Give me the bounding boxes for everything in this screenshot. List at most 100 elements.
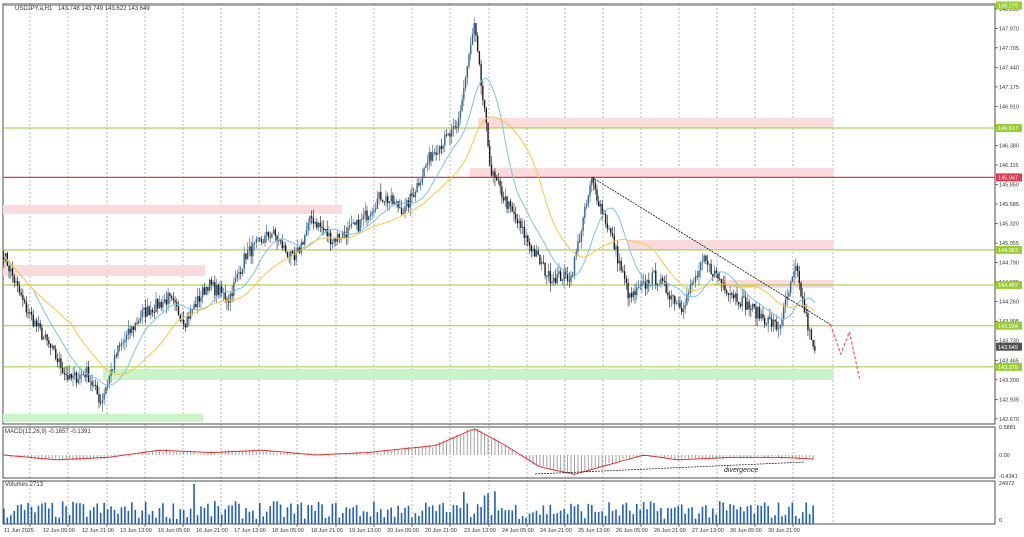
candle-body [428,152,430,163]
price-tick-label: 146.380 [999,143,1019,149]
volume-bar [82,504,85,524]
level-price-label: 143.375 [998,365,1018,371]
volume-bar [300,502,303,524]
candle-body [278,239,280,242]
candle-body [150,309,152,316]
time-axis[interactable]: 11 Jun 2025 12 Jun 05:00 12 Jun 21:00 13 Ju… [4,524,800,534]
candle-body [445,134,448,136]
candle-body [297,247,299,253]
candle-body [592,178,595,183]
volume-bar [158,507,161,524]
candle-body [89,381,92,383]
candle-body [425,165,427,168]
candle-body [802,296,804,299]
candle-body [160,301,162,308]
candle-body [601,203,603,214]
volume-bar [525,517,527,524]
candle-body [312,217,315,224]
candle-body [113,355,116,370]
trendline[interactable] [591,176,831,325]
volume-bar [570,503,572,524]
candle-body [788,292,790,297]
candle-body [430,152,432,161]
candle-body [86,366,88,378]
candle-body [724,283,726,291]
candle-body [144,307,147,317]
candle-body [521,226,524,228]
volume-bar [760,506,763,524]
volume-bar [148,514,150,524]
volume-bar [362,511,365,524]
candle-body [700,262,702,271]
candle-body [566,273,569,281]
time-tick-label: 24 Jun 21:00 [540,528,572,534]
zones [3,118,833,422]
candle-body [373,210,375,213]
volume-bar [618,515,621,524]
candle-body [572,274,574,276]
candle-body [731,293,733,295]
time-tick-label: 17 Jun 13:00 [234,528,266,534]
divergence-line [534,461,806,475]
candle-body [506,196,508,209]
volume-bar [48,508,50,524]
candle-body [335,238,337,242]
candle-body [412,195,415,197]
candle-body [200,297,202,302]
candle-body [748,301,750,309]
volume-bar [715,514,718,524]
volume-bar [684,513,686,524]
volume-bar [338,517,341,524]
candle-body [177,306,180,315]
candle-body [578,241,581,243]
candle-body [309,216,311,223]
candle-body [143,307,145,310]
volume-bar [293,513,296,524]
volume-bar [227,505,230,524]
price-axis[interactable]: 148.235 147.970 147.705 147.440 147.175 146.9… [995,1,1022,423]
volume-bar [141,510,143,524]
volume-bar [750,505,752,524]
volume-bar [411,517,413,524]
candle-body [221,286,223,293]
candle-body [591,178,593,186]
candle-body [516,219,519,224]
candle-body [483,99,486,109]
volume-bar [307,504,309,524]
level-price-label: 143.934 [998,324,1018,330]
volume-bar [604,515,607,524]
candle-body [513,211,515,214]
candle-body [208,279,211,291]
candle-body [783,305,785,320]
candle-body [508,201,510,209]
candle-body [416,183,418,193]
candle-body [136,322,138,324]
candle-body [207,286,209,291]
candle-body [421,176,424,183]
volume-bar [331,503,334,524]
volume-bar [438,504,441,524]
candle-body [252,243,254,257]
candle-body [781,319,783,325]
candle-body [684,304,686,309]
symbol-title: USDJPY.a,H1 [15,6,53,12]
volume-bar [359,516,361,524]
candle-body [20,292,22,296]
candle-body [746,301,749,310]
candle-body [464,77,467,89]
candle-body [706,261,709,265]
volume-bar [210,516,213,524]
volume-bar [597,511,600,524]
volume-bar [791,502,794,524]
candle-body [326,229,328,237]
candle-body [304,235,306,245]
candle-body [644,281,647,289]
candle-body [153,312,155,313]
volume-bar [722,502,724,524]
volume-bar [718,501,721,524]
volume-bar [480,506,482,524]
candle-body [291,250,294,254]
candle-body [686,294,688,305]
candle-body [470,44,472,55]
volume-bar [753,513,756,524]
